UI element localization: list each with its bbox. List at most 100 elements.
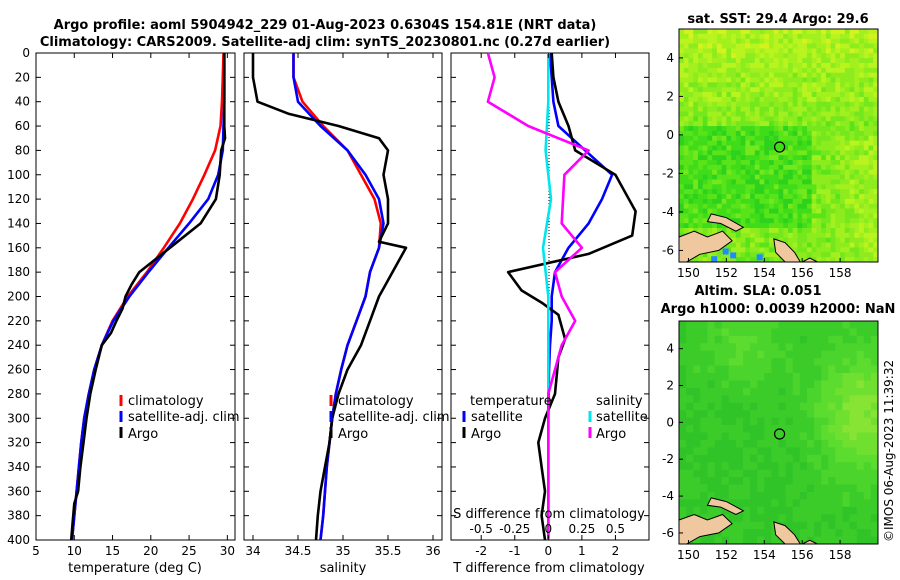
heatmap-cell bbox=[764, 247, 770, 253]
heatmap-cell bbox=[721, 135, 727, 142]
heatmap-cell bbox=[778, 140, 784, 146]
heatmap-cell bbox=[693, 536, 701, 545]
heatmap-cell bbox=[849, 111, 855, 117]
heatmap-cell bbox=[799, 432, 808, 441]
heatmap-cell bbox=[700, 343, 708, 352]
map-y-tick-label: -2 bbox=[662, 166, 674, 180]
heatmap-cell bbox=[835, 491, 843, 500]
heatmap-cell bbox=[840, 203, 846, 209]
heatmap-cell bbox=[854, 184, 860, 190]
heatmap-cell bbox=[769, 58, 775, 64]
heatmap-cell bbox=[792, 92, 798, 98]
heatmap-cell bbox=[707, 87, 713, 93]
heatmap-cell bbox=[787, 242, 794, 248]
heatmap-cell bbox=[757, 402, 765, 411]
heatmap-cell bbox=[735, 208, 741, 214]
heatmap-cell bbox=[697, 29, 704, 35]
heatmap-cell bbox=[863, 160, 869, 166]
heatmap-cell bbox=[700, 365, 708, 374]
heatmap-cell bbox=[840, 218, 846, 224]
heatmap-cell bbox=[835, 140, 841, 146]
heatmap-cell bbox=[702, 53, 708, 59]
heatmap-cell bbox=[868, 252, 874, 258]
heatmap-cell bbox=[697, 106, 704, 112]
heatmap-cell bbox=[778, 417, 787, 426]
heatmap-cell bbox=[787, 67, 794, 74]
heatmap-cell bbox=[693, 417, 701, 426]
heatmap-cell bbox=[785, 343, 794, 352]
heatmap-cell bbox=[799, 350, 808, 359]
depth-tick-label: 240 bbox=[7, 338, 30, 352]
heatmap-cell bbox=[759, 247, 765, 253]
heatmap-cell bbox=[679, 499, 687, 508]
heatmap-cell bbox=[863, 87, 869, 93]
heatmap-cell bbox=[835, 189, 841, 195]
heatmap-cell bbox=[778, 150, 784, 156]
heatmap-cell bbox=[821, 252, 827, 258]
heatmap-cell bbox=[688, 87, 694, 93]
heatmap-cell bbox=[750, 499, 758, 508]
heatmap-cell bbox=[688, 67, 694, 74]
heatmap-cell bbox=[759, 82, 765, 88]
heatmap-cell bbox=[792, 169, 798, 176]
heatmap-cell bbox=[854, 160, 860, 166]
heatmap-cell bbox=[783, 92, 789, 98]
legend-label-climatology: climatology bbox=[128, 394, 204, 409]
t-difference-xlabel: T difference from climatology bbox=[452, 561, 645, 576]
heatmap-cell bbox=[778, 179, 784, 185]
heatmap-cell bbox=[814, 321, 822, 329]
heatmap-cell bbox=[759, 77, 765, 83]
heatmap-cell bbox=[728, 536, 737, 545]
heatmap-cell bbox=[863, 491, 872, 500]
heatmap-cell bbox=[688, 155, 694, 161]
heatmap-cell bbox=[856, 328, 865, 337]
heatmap-cell bbox=[712, 208, 718, 214]
heatmap-cell bbox=[712, 43, 718, 49]
heatmap-cell bbox=[754, 223, 760, 229]
heatmap-cell bbox=[854, 135, 860, 142]
heatmap-cell bbox=[700, 477, 708, 485]
map-x-tick-label: 150 bbox=[677, 266, 700, 280]
heatmap-cell bbox=[840, 150, 846, 156]
heatmap-cell bbox=[731, 116, 737, 122]
heatmap-cell bbox=[825, 92, 832, 98]
heatmap-cell bbox=[697, 92, 704, 98]
heatmap-cell bbox=[769, 67, 775, 74]
heatmap-cell bbox=[797, 38, 803, 44]
heatmap-cell bbox=[787, 96, 794, 103]
heatmap-cell bbox=[821, 140, 827, 146]
heatmap-cell bbox=[859, 82, 865, 88]
heatmap-cell bbox=[840, 87, 846, 93]
heatmap-cell bbox=[785, 395, 794, 404]
heatmap-cell bbox=[773, 77, 779, 83]
map-x-tick-label: 154 bbox=[753, 266, 776, 280]
heatmap-cell bbox=[693, 208, 699, 214]
heatmap-cell bbox=[764, 48, 770, 54]
heatmap-cell bbox=[821, 126, 827, 132]
heatmap-cell bbox=[688, 82, 694, 88]
heatmap-cell bbox=[731, 174, 737, 180]
heatmap-cell bbox=[757, 477, 765, 485]
heatmap-cell bbox=[821, 111, 827, 117]
x-tick-label: 5 bbox=[32, 544, 40, 558]
heatmap-cell bbox=[783, 72, 789, 78]
heatmap-cell bbox=[688, 111, 694, 117]
heatmap-cell bbox=[828, 365, 836, 374]
heatmap-cell bbox=[792, 106, 798, 112]
heatmap-cell bbox=[787, 218, 794, 224]
heatmap-cell bbox=[750, 189, 756, 195]
heatmap-cell bbox=[778, 121, 784, 127]
heatmap-cell bbox=[821, 350, 829, 359]
heatmap-cell bbox=[721, 417, 730, 426]
x-tick-label: 2 bbox=[612, 544, 620, 558]
heatmap-cell bbox=[679, 82, 685, 88]
heatmap-cell bbox=[731, 106, 737, 112]
heatmap-cell bbox=[830, 242, 836, 248]
heatmap-cell bbox=[854, 62, 860, 69]
heatmap-cell bbox=[856, 432, 865, 441]
heatmap-cell bbox=[745, 43, 751, 49]
x-tick-label: 34 bbox=[245, 544, 260, 558]
heatmap-cell bbox=[849, 126, 855, 132]
heatmap-cell bbox=[771, 343, 779, 352]
